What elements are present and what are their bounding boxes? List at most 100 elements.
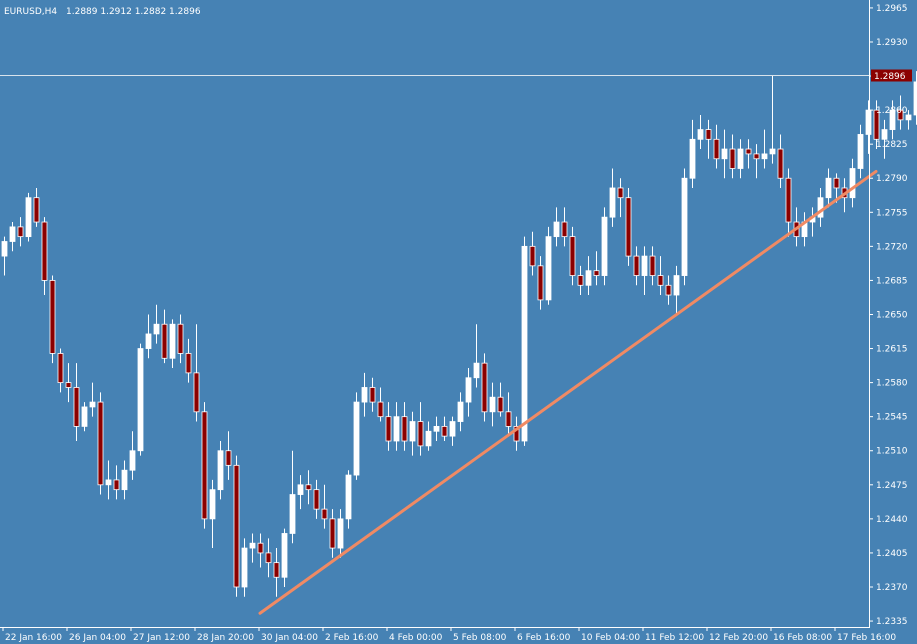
candle-body-bull: [9, 226, 16, 242]
candle: [201, 402, 208, 529]
candle: [33, 187, 40, 227]
candle-body-bull: [545, 236, 552, 301]
candle: [561, 207, 568, 247]
y-tick-label: 1.2545: [876, 413, 908, 423]
candle-body-bull: [121, 469, 128, 491]
candle-body-bull: [393, 416, 400, 442]
candle: [545, 226, 552, 305]
candle-body-bear: [705, 129, 712, 140]
candle-body-bear: [321, 508, 328, 520]
current-price-label: 1.2896: [874, 72, 906, 82]
candle-body-bear: [313, 489, 320, 510]
y-tick-label: 1.2650: [876, 310, 908, 320]
candle: [169, 319, 176, 369]
candle-body-bear: [505, 411, 512, 427]
candle-body-bull: [129, 450, 136, 471]
candle: [105, 460, 112, 500]
candle: [361, 372, 368, 417]
candle: [569, 226, 576, 286]
candle-body-bear: [329, 518, 336, 549]
candle: [745, 139, 752, 169]
candle: [785, 168, 792, 237]
y-axis-ticks: 1.29651.29301.28951.28601.28251.27901.27…: [869, 4, 908, 627]
candle-body-bear: [257, 542, 264, 554]
candle: [185, 338, 192, 383]
candle-body-bear: [873, 109, 880, 140]
candle: [593, 251, 600, 286]
candle: [241, 538, 248, 597]
candle-body-bull: [169, 323, 176, 359]
x-tick-label: 10 Feb 04:00: [581, 633, 640, 643]
x-tick-label: 30 Jan 04:00: [261, 633, 318, 643]
candle: [713, 124, 720, 169]
candle-body-bull: [601, 216, 608, 276]
y-tick-label: 1.2580: [876, 379, 908, 389]
candle-body-bull: [289, 494, 296, 534]
candle-body-bull: [697, 129, 704, 140]
y-tick-label: 1.2860: [876, 106, 908, 116]
candle-body-bull: [641, 255, 648, 276]
candle-body-bull: [409, 421, 416, 442]
candle-body-bear: [481, 362, 488, 413]
candle-body-bear: [385, 416, 392, 442]
candle: [825, 168, 832, 208]
candle-body-bear: [201, 411, 208, 520]
candle: [857, 124, 864, 179]
candle-body-bull: [673, 275, 680, 296]
candle-body-bull: [465, 377, 472, 403]
candle: [353, 392, 360, 480]
candle: [681, 168, 688, 286]
candle: [321, 484, 328, 529]
candle: [225, 431, 232, 480]
candle: [737, 139, 744, 179]
candle-body-bull: [217, 450, 224, 491]
candle-body-bear: [161, 323, 168, 359]
candle-body-bear: [377, 401, 384, 418]
candle-body-bull: [857, 134, 864, 169]
candle-body-bull: [849, 168, 856, 199]
candle: [441, 416, 448, 442]
candle-body-bull: [353, 401, 360, 476]
candle: [73, 363, 80, 442]
candle: [393, 402, 400, 451]
y-tick-label: 1.2755: [876, 208, 908, 218]
candle-body-bear: [561, 221, 568, 238]
y-tick-label: 1.2440: [876, 515, 908, 525]
candle: [865, 100, 872, 154]
candles-layer: [1, 71, 917, 597]
x-tick-label: 12 Feb 20:00: [709, 633, 768, 643]
candle: [329, 509, 336, 558]
current-price-tag-bg: [871, 69, 912, 82]
candle: [161, 309, 168, 364]
candle-body-bear: [417, 421, 424, 447]
y-tick-label: 1.2615: [876, 345, 908, 355]
candle: [209, 479, 216, 549]
trendline[interactable]: [258, 169, 878, 615]
candle: [57, 348, 64, 393]
candle: [129, 431, 136, 480]
candle-body-bull: [721, 148, 728, 160]
candle: [145, 314, 152, 359]
candle: [9, 222, 16, 252]
candle-body-bull: [737, 148, 744, 169]
x-tick-label: 16 Feb 08:00: [773, 633, 832, 643]
candle: [657, 256, 664, 296]
chart-header: EURUSD,H4 1.2889 1.2912 1.2882 1.2896: [4, 7, 201, 17]
candle: [49, 275, 56, 364]
candle: [873, 100, 880, 150]
y-tick-label: 1.2475: [876, 481, 908, 491]
candle-body-bear: [729, 148, 736, 169]
candle: [305, 470, 312, 505]
candle: [881, 119, 888, 159]
y-tick-label: 1.2720: [876, 242, 908, 252]
candle: [113, 465, 120, 500]
candle-body-bull: [609, 187, 616, 218]
candle-body-bull: [553, 221, 560, 238]
candle: [617, 178, 624, 218]
candle-body-bear: [177, 323, 184, 354]
candle: [513, 416, 520, 451]
candle: [385, 402, 392, 451]
candle: [177, 314, 184, 364]
